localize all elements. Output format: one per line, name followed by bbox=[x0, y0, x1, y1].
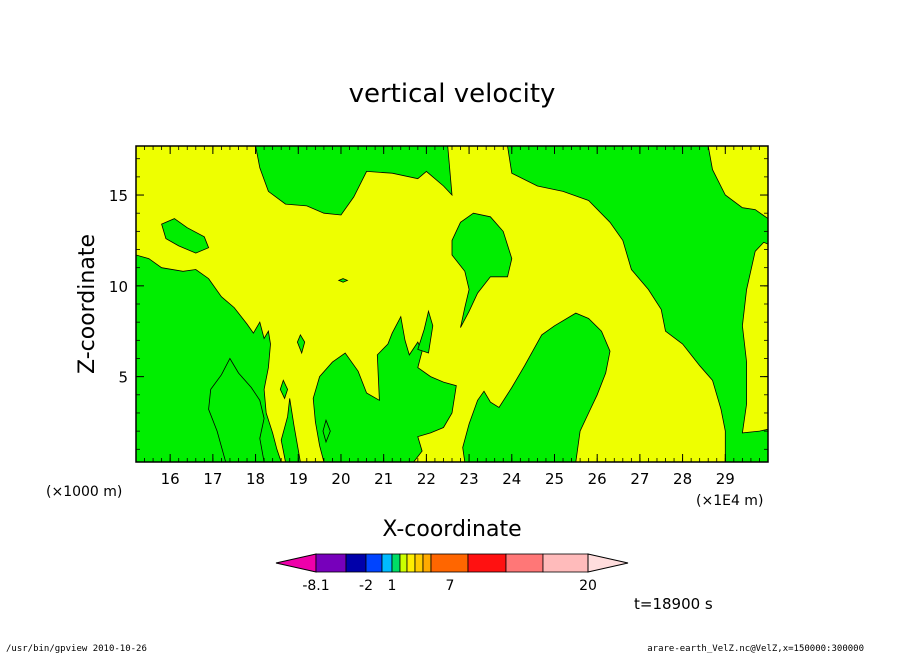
contour-region-green-9 bbox=[161, 218, 210, 254]
contour-region-green-10 bbox=[417, 309, 434, 354]
contour-region-green-14 bbox=[322, 418, 331, 444]
colorbar-tick-label: -8.1 bbox=[302, 578, 329, 594]
time-label: t=18900 s bbox=[634, 595, 713, 613]
x-tick-label: 29 bbox=[716, 470, 735, 488]
x-tick-label: 25 bbox=[545, 470, 564, 488]
contour-background-yellow bbox=[136, 146, 768, 462]
y-axis-label: Z-coordinate bbox=[75, 234, 100, 374]
colorbar-tick-label: 7 bbox=[446, 578, 455, 594]
colorbar-cell bbox=[345, 553, 367, 573]
footer-left: /usr/bin/gpview 2010-10-26 bbox=[6, 644, 147, 654]
colorbar-cell bbox=[430, 553, 469, 573]
contour-region-green-4 bbox=[312, 315, 457, 462]
colorbar-low-triangle bbox=[275, 553, 317, 573]
x-tick-label: 19 bbox=[289, 470, 308, 488]
y-tick-label: 5 bbox=[118, 369, 128, 387]
colorbar-tick-label: 20 bbox=[579, 578, 597, 594]
y-tick-label: 10 bbox=[109, 278, 128, 296]
colorbar-tick-label: 1 bbox=[388, 578, 397, 594]
contour-region-green-8 bbox=[451, 212, 513, 328]
x-tick-label: 20 bbox=[331, 470, 350, 488]
colorbar-cell bbox=[406, 553, 416, 573]
contour-region-green-7 bbox=[507, 146, 768, 462]
colorbar-cell bbox=[542, 553, 589, 573]
footer-right: arare-earth_VelZ.nc@VelZ,x=150000:300000 bbox=[647, 644, 864, 654]
x-tick-label: 28 bbox=[673, 470, 692, 488]
x-unit-left: (×1000 m) bbox=[46, 484, 122, 500]
contour-region-green-13 bbox=[337, 278, 349, 283]
colorbar-tick-label: -2 bbox=[359, 578, 373, 594]
colorbar-cell bbox=[391, 553, 401, 573]
contour-region-green-3 bbox=[280, 398, 301, 462]
y-tick-label: 15 bbox=[109, 187, 128, 205]
colorbar-cell bbox=[467, 553, 507, 573]
contour-region-green-11 bbox=[296, 334, 306, 355]
x-tick-label: 23 bbox=[460, 470, 479, 488]
colorbar-cell bbox=[315, 553, 347, 573]
x-tick-label: 17 bbox=[203, 470, 222, 488]
colorbar-cell bbox=[399, 553, 408, 573]
x-axis-label: X-coordinate bbox=[382, 517, 521, 542]
x-unit-right: (×1E4 m) bbox=[696, 493, 763, 509]
colorbar-cell bbox=[505, 553, 544, 573]
colorbar-cell bbox=[365, 553, 383, 573]
axis-ticks: 16 17 18 19 20 21 22 23 24 25 26 27 28 29 5 10 15 bbox=[109, 146, 769, 488]
contour-region-green-5 bbox=[462, 312, 611, 462]
x-tick-label: 26 bbox=[588, 470, 607, 488]
x-tick-label: 16 bbox=[161, 470, 180, 488]
x-tick-label: 24 bbox=[502, 470, 521, 488]
colorbar-cell bbox=[422, 553, 432, 573]
colorbar: -8.1 -2 1 7 20 bbox=[275, 553, 629, 594]
x-tick-label: 21 bbox=[374, 470, 393, 488]
contour-region-green-6 bbox=[136, 146, 453, 216]
chart-title: vertical velocity bbox=[349, 79, 556, 109]
colorbar-cell bbox=[414, 553, 424, 573]
contour-region-green-12 bbox=[279, 379, 289, 400]
plot-area bbox=[136, 146, 768, 462]
contour-region-green-2 bbox=[208, 357, 265, 462]
colorbar-high-triangle bbox=[587, 553, 629, 573]
x-tick-label: 18 bbox=[246, 470, 265, 488]
x-tick-label: 22 bbox=[417, 470, 436, 488]
colorbar-cell bbox=[381, 553, 393, 573]
x-tick-label: 27 bbox=[630, 470, 649, 488]
